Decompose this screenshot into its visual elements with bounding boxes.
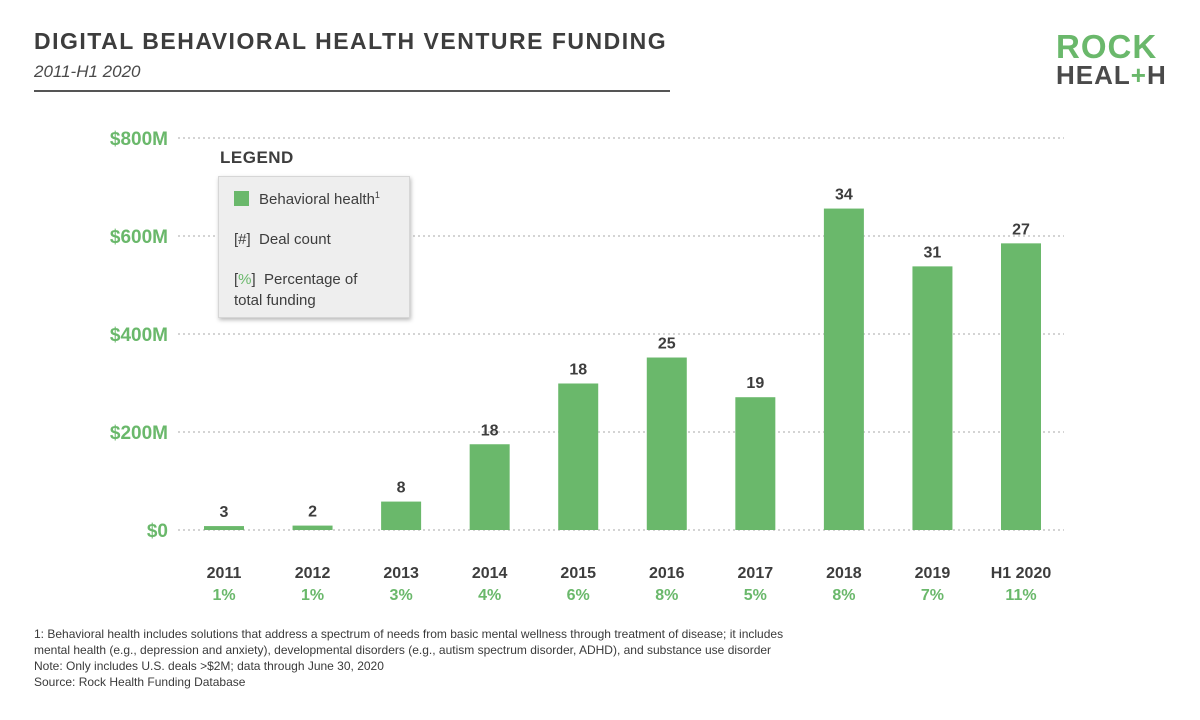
x-tick-label: 2013 <box>383 565 419 582</box>
legend-label-percentage-2: total funding <box>234 292 316 309</box>
y-tick-label: $400M <box>110 325 168 346</box>
bar <box>558 383 599 530</box>
bar <box>646 357 687 530</box>
legend-deal-mark: [#] <box>234 231 251 248</box>
bar <box>735 397 776 530</box>
bar <box>1001 243 1041 530</box>
legend-footnote-mark: 1 <box>374 190 380 200</box>
percentage-label: 1% <box>212 587 235 604</box>
legend-pct-open: [ <box>234 271 239 288</box>
x-tick-label: 2019 <box>915 565 951 582</box>
y-tick-label: $200M <box>110 423 168 444</box>
y-tick-label: $0 <box>147 521 168 542</box>
deal-count-label: 25 <box>658 336 676 353</box>
legend-pct-mark: % <box>238 271 252 288</box>
bar <box>469 444 510 530</box>
bar <box>292 525 333 530</box>
x-tick-label: H1 2020 <box>991 565 1052 582</box>
footnote-line: Source: Rock Health Funding Database <box>34 675 246 689</box>
percentage-label: 4% <box>478 587 501 604</box>
chart-title: DIGITAL BEHAVIORAL HEALTH VENTURE FUNDIN… <box>34 28 668 54</box>
legend-pct-close: ] <box>251 271 256 288</box>
percentage-label: 6% <box>567 587 590 604</box>
rock-health-logo: ROCK HEAL+H <box>1054 30 1174 90</box>
x-tick-label: 2014 <box>472 565 508 582</box>
deal-count-label: 2 <box>308 504 317 521</box>
logo-line-2-a: HEAL <box>1056 60 1131 90</box>
bar <box>204 526 244 530</box>
y-tick-label: $600M <box>110 227 168 248</box>
deal-count-label: 8 <box>397 480 406 497</box>
x-tick-label: 2018 <box>826 565 862 582</box>
footnotes: 1: Behavioral health includes solutions … <box>34 626 934 690</box>
deal-count-label: 27 <box>1012 221 1030 238</box>
footnote-line: mental health (e.g., depression and anxi… <box>34 643 772 657</box>
legend-swatch-behavioral <box>234 191 249 206</box>
percentage-label: 1% <box>301 587 324 604</box>
deal-count-label: 18 <box>481 422 499 439</box>
legend-item-behavioral: Behavioral health1 <box>234 190 380 208</box>
footnote-line: 1: Behavioral health includes solutions … <box>34 627 784 641</box>
bar <box>381 501 422 530</box>
x-tick-label: 2017 <box>738 565 774 582</box>
percentage-label: 8% <box>832 587 855 604</box>
y-tick-label: $800M <box>110 129 168 150</box>
x-tick-label: 2011 <box>207 565 242 582</box>
x-tick-label: 2012 <box>295 565 331 582</box>
percentage-label: 11% <box>1005 587 1036 604</box>
legend: Behavioral health1 [#] Deal count [%] Pe… <box>218 176 410 318</box>
legend-label-behavioral: Behavioral health <box>259 191 375 208</box>
title-divider <box>34 90 670 92</box>
percentage-label: 7% <box>921 587 944 604</box>
logo-line-1: ROCK <box>1056 28 1158 65</box>
chart-subtitle: 2011-H1 2020 <box>34 62 141 81</box>
deal-count-label: 18 <box>569 361 587 378</box>
legend-label-deal-count: Deal count <box>259 231 331 248</box>
logo-line-2-b: H <box>1146 60 1167 90</box>
percentage-label: 5% <box>744 587 767 604</box>
deal-count-label: 19 <box>746 375 764 392</box>
logo-plus: + <box>1130 60 1147 90</box>
percentage-label: 3% <box>390 587 413 604</box>
bar <box>823 208 864 530</box>
x-tick-label: 2016 <box>649 565 685 582</box>
percentage-label: 8% <box>655 587 678 604</box>
deal-count-label: 31 <box>924 244 942 261</box>
legend-label-percentage-1: Percentage of <box>264 271 358 288</box>
legend-heading: LEGEND <box>220 148 294 167</box>
deal-count-label: 34 <box>835 187 853 204</box>
footnote-line: Note: Only includes U.S. deals >$2M; dat… <box>34 659 384 673</box>
legend-item-percentage: [%] Percentage of total funding <box>234 269 357 311</box>
x-tick-label: 2015 <box>560 565 596 582</box>
logo-line-2: HEAL+H <box>1056 62 1167 88</box>
bar <box>912 266 953 530</box>
deal-count-label: 3 <box>220 504 229 521</box>
legend-item-deal-count: [#] Deal count <box>234 231 331 248</box>
